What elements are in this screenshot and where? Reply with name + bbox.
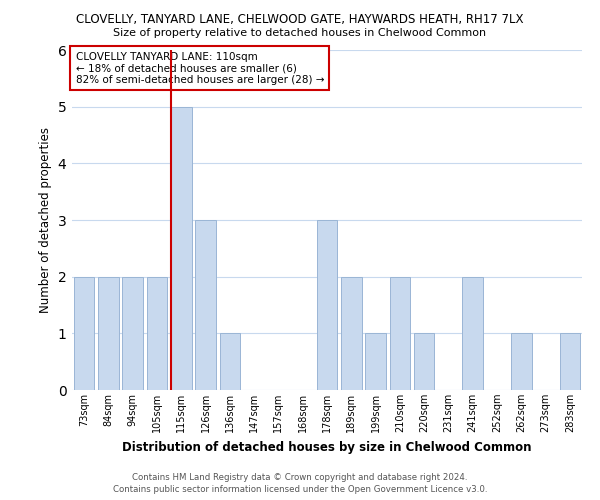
- Bar: [414, 334, 434, 390]
- Bar: [560, 334, 580, 390]
- Bar: [389, 276, 410, 390]
- Bar: [195, 220, 216, 390]
- Bar: [171, 106, 191, 390]
- Y-axis label: Number of detached properties: Number of detached properties: [39, 127, 52, 313]
- X-axis label: Distribution of detached houses by size in Chelwood Common: Distribution of detached houses by size …: [122, 440, 532, 454]
- Bar: [98, 276, 119, 390]
- Bar: [463, 276, 483, 390]
- Text: CLOVELLY, TANYARD LANE, CHELWOOD GATE, HAYWARDS HEATH, RH17 7LX: CLOVELLY, TANYARD LANE, CHELWOOD GATE, H…: [76, 12, 524, 26]
- Bar: [341, 276, 362, 390]
- Text: Contains HM Land Registry data © Crown copyright and database right 2024.
Contai: Contains HM Land Registry data © Crown c…: [113, 472, 487, 494]
- Bar: [317, 220, 337, 390]
- Bar: [511, 334, 532, 390]
- Bar: [220, 334, 240, 390]
- Text: Size of property relative to detached houses in Chelwood Common: Size of property relative to detached ho…: [113, 28, 487, 38]
- Bar: [365, 334, 386, 390]
- Bar: [122, 276, 143, 390]
- Bar: [74, 276, 94, 390]
- Text: CLOVELLY TANYARD LANE: 110sqm
← 18% of detached houses are smaller (6)
82% of se: CLOVELLY TANYARD LANE: 110sqm ← 18% of d…: [76, 52, 324, 85]
- Bar: [146, 276, 167, 390]
